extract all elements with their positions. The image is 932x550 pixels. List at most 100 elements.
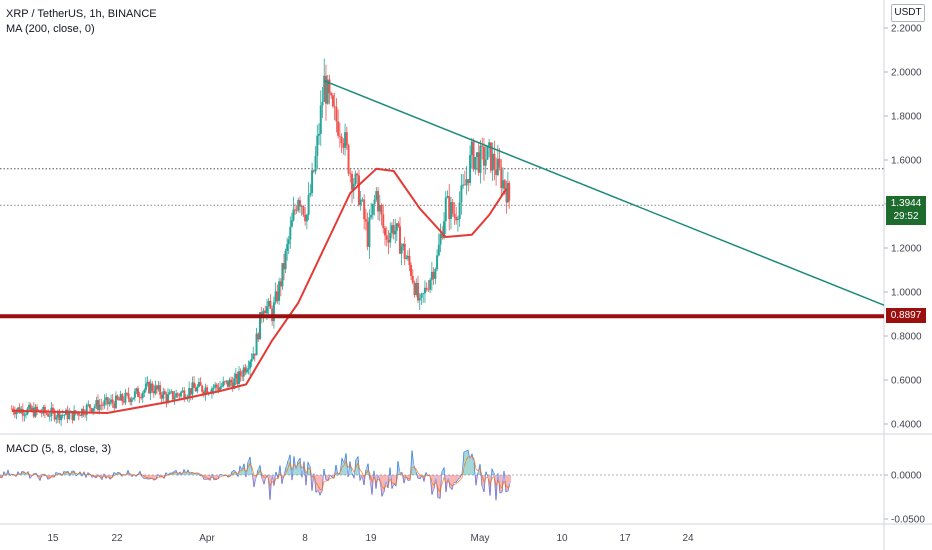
candle-body — [366, 221, 369, 247]
candle-body — [56, 411, 59, 418]
candle-body — [130, 399, 133, 403]
candle-body — [413, 282, 416, 295]
candle-body — [121, 394, 124, 402]
candle-body — [420, 293, 423, 298]
candle-body — [76, 412, 79, 414]
candle-body — [441, 233, 444, 238]
candle-body — [244, 367, 247, 373]
candle-body — [394, 230, 397, 235]
candle-body — [352, 183, 355, 190]
ma-legend[interactable]: MA (200, close, 0) — [6, 23, 95, 35]
candle-body — [29, 404, 32, 411]
candle-body — [323, 75, 326, 102]
candle-body — [168, 392, 171, 395]
candle-body — [458, 202, 461, 220]
y-tick-label: 0.6000 — [891, 376, 922, 387]
candle-body — [87, 404, 90, 406]
candle-body — [61, 414, 64, 416]
candle-body — [68, 412, 71, 419]
candle-body — [79, 415, 82, 417]
currency-selector[interactable]: USDT — [891, 4, 925, 22]
candle-body — [157, 385, 160, 390]
candle-body — [40, 412, 43, 414]
candle-body — [173, 397, 176, 400]
candle-body — [274, 291, 277, 303]
candle-body — [423, 287, 426, 294]
candle-body — [151, 383, 154, 391]
candle-body — [392, 225, 395, 235]
candle-body — [247, 368, 250, 370]
candle-body — [259, 312, 262, 340]
candle-body — [23, 414, 26, 416]
candle-body — [85, 404, 88, 415]
candle-body — [58, 411, 61, 421]
candle-body — [281, 263, 284, 287]
x-tick-label: 24 — [682, 533, 694, 544]
candle-body — [267, 300, 270, 307]
candle-body — [28, 404, 31, 409]
candle-body — [167, 394, 169, 402]
y-tick-label: 1.0000 — [891, 288, 922, 299]
candle-body — [359, 199, 362, 205]
candle-body — [295, 209, 298, 211]
candle-body — [272, 302, 275, 322]
candle-body — [124, 393, 127, 403]
y-tick-label: 1.6000 — [891, 156, 922, 167]
candle-body — [257, 333, 260, 340]
candle-body — [436, 255, 439, 270]
candle-body — [143, 389, 146, 393]
candle-body — [397, 223, 400, 227]
candle-body — [215, 384, 218, 388]
descending-trendline[interactable] — [323, 80, 885, 306]
candle-body — [446, 196, 449, 198]
candle-body — [269, 300, 272, 309]
candle-body — [137, 388, 140, 397]
candle-body — [152, 390, 155, 394]
candle-body — [100, 404, 103, 406]
x-tick-label: 8 — [302, 533, 308, 544]
candle-body — [155, 385, 158, 390]
candle-body — [505, 188, 508, 203]
y-tick-label: 0.4000 — [891, 420, 922, 431]
candle-body — [53, 410, 56, 420]
candle-body — [338, 135, 341, 137]
candle-body — [71, 411, 74, 421]
candle-body — [460, 185, 463, 203]
current-price-value: 1.3944 — [890, 198, 922, 209]
candle-body — [10, 408, 13, 410]
candle-body — [193, 382, 196, 388]
candle-body — [141, 392, 144, 398]
ma200-line[interactable] — [11, 167, 508, 414]
candle-body — [488, 142, 491, 146]
candle-body — [486, 145, 489, 160]
candle-body — [125, 393, 128, 394]
candle-body — [491, 153, 494, 171]
candle-body — [345, 132, 348, 146]
candle-body — [408, 255, 411, 266]
candle-body — [326, 79, 329, 104]
candle-body — [127, 393, 130, 399]
candle-body — [437, 244, 440, 256]
candle-body — [233, 378, 236, 389]
candle-body — [101, 405, 104, 406]
candle-body — [154, 385, 157, 394]
candle-body — [451, 202, 454, 214]
candle-body — [201, 385, 204, 392]
candle-body — [210, 388, 213, 393]
candle-body — [180, 392, 183, 397]
candle-body — [97, 400, 100, 410]
candle-body — [118, 399, 121, 401]
candle-body — [324, 75, 327, 104]
candle-body — [351, 173, 354, 190]
candle-body — [191, 382, 194, 395]
candle-body — [331, 95, 334, 107]
candle-body — [144, 383, 147, 390]
macd-legend[interactable]: MACD (5, 8, close, 3) — [6, 443, 112, 455]
candle-body — [48, 416, 51, 417]
candle-body — [307, 194, 310, 215]
candle-body — [98, 404, 101, 410]
candle-body — [202, 391, 205, 395]
candle-body — [481, 145, 484, 147]
candle-body — [116, 395, 119, 400]
